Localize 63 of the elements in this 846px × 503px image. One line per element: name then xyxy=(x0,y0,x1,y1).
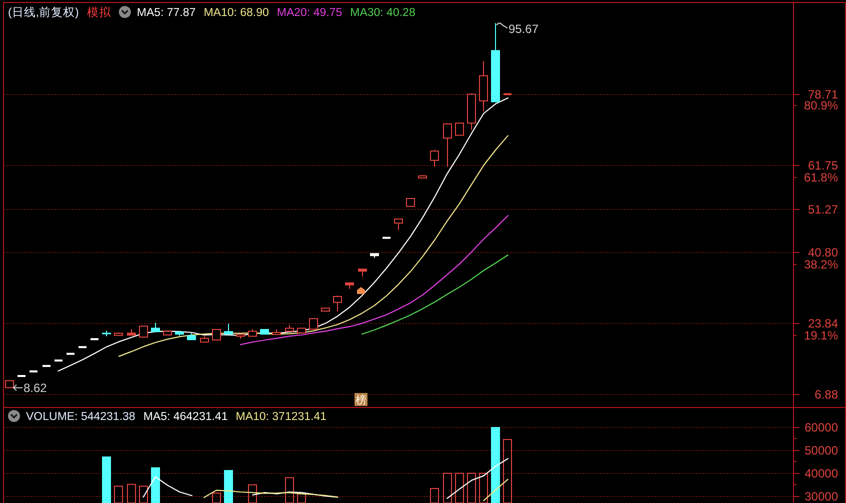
y-tick-label: 60000 xyxy=(804,420,838,434)
candlestick xyxy=(333,295,342,312)
y2-tick-label: 19.1% xyxy=(804,328,838,342)
text: MA10: 371231.41 xyxy=(236,411,327,423)
candlestick xyxy=(151,322,160,333)
text: MA5: 77.87 xyxy=(136,7,196,19)
candlestick xyxy=(479,60,488,112)
annotation: 95.67 xyxy=(508,22,539,36)
candlestick xyxy=(285,324,294,332)
candlestick xyxy=(370,253,379,258)
y-tick-label: 23.84 xyxy=(808,316,838,330)
candlestick xyxy=(139,325,148,338)
line-series xyxy=(240,215,508,346)
chart-title: VOLUME: 544231.38 xyxy=(26,411,136,423)
candlestick xyxy=(358,268,367,277)
candlestick xyxy=(212,328,221,341)
candlestick xyxy=(394,218,403,230)
candlestick xyxy=(224,323,233,336)
candlestick xyxy=(187,332,196,340)
text: MA5: 464231.41 xyxy=(143,411,228,423)
y-tick-label: 50000 xyxy=(804,444,838,458)
y-tick-label: 30000 xyxy=(804,490,838,503)
candlestick xyxy=(430,149,439,168)
y-tick-label: 78.71 xyxy=(808,88,838,102)
candlestick xyxy=(406,198,415,208)
text: MA20: 49.75 xyxy=(276,7,342,19)
candlestick xyxy=(297,327,306,334)
candlestick xyxy=(114,332,123,336)
candlestick xyxy=(455,122,464,136)
y-tick-label: 61.75 xyxy=(808,158,838,172)
candlestick xyxy=(467,92,476,130)
candlestick xyxy=(236,334,245,340)
candlestick xyxy=(102,330,111,337)
line-series xyxy=(58,97,508,372)
badge: 榜 xyxy=(354,393,368,406)
candlestick xyxy=(345,282,354,290)
y-tick-label: 51.27 xyxy=(808,202,838,216)
candlestick xyxy=(321,307,330,312)
y2-tick-label: 61.8% xyxy=(804,170,838,184)
chart-subtitle: 模拟 xyxy=(86,5,112,19)
candlestick xyxy=(175,331,184,336)
text: MA10: 68.90 xyxy=(204,7,269,19)
y-tick-label: 40.80 xyxy=(808,246,838,260)
candlestick xyxy=(309,318,318,330)
y2-tick-label: 80.9% xyxy=(804,98,838,112)
candlestick xyxy=(200,336,209,343)
line-series xyxy=(118,135,508,357)
candlestick xyxy=(418,174,427,178)
candlestick xyxy=(491,22,500,102)
y-tick-label: 6.88 xyxy=(814,388,838,402)
candlestick xyxy=(272,329,281,336)
candlestick xyxy=(163,330,172,336)
y2-tick-label: 38.2% xyxy=(804,258,838,272)
candlestick xyxy=(5,380,14,388)
candlestick xyxy=(127,328,136,336)
y-tick-label: 40000 xyxy=(804,466,838,480)
chart-title: (日线,前复权) xyxy=(8,6,80,19)
candlestick xyxy=(260,328,269,336)
text: MA30: 40.28 xyxy=(350,7,416,19)
line-series xyxy=(361,254,508,335)
annotation: 8.62 xyxy=(24,381,48,396)
candlestick xyxy=(443,122,452,168)
candlestick xyxy=(248,328,257,337)
